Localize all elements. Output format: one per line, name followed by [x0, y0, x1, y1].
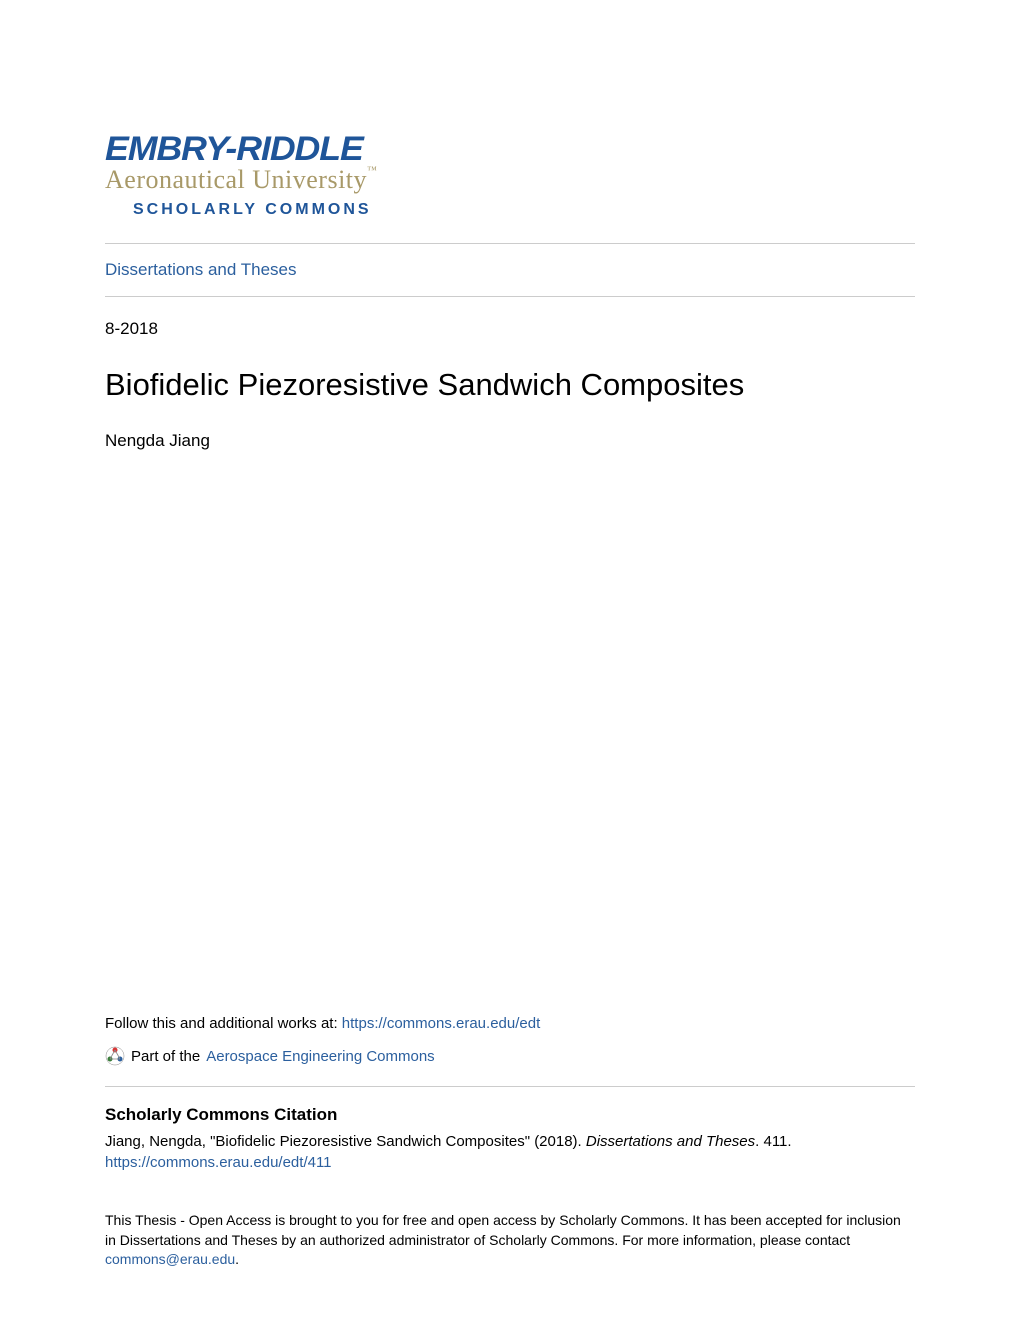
collection-link[interactable]: Dissertations and Theses — [105, 244, 915, 296]
citation-heading: Scholarly Commons Citation — [105, 1105, 915, 1125]
logo-institution-subtitle: Aeronautical University™ — [105, 165, 915, 195]
divider — [105, 296, 915, 297]
part-of-prefix: Part of the — [131, 1048, 200, 1065]
contact-email-link[interactable]: commons@erau.edu — [105, 1251, 235, 1267]
discipline-link[interactable]: Aerospace Engineering Commons — [206, 1048, 434, 1065]
institution-logo: EMBRY-RIDDLE Aeronautical University™ SC… — [105, 130, 915, 219]
citation-url-link[interactable]: https://commons.erau.edu/edt/411 — [105, 1154, 915, 1171]
document-title: Biofidelic Piezoresistive Sandwich Compo… — [105, 367, 915, 403]
follow-prefix: Follow this and additional works at: — [105, 1015, 342, 1032]
logo-institution-name: EMBRY-RIDDLE — [105, 130, 955, 169]
follow-section: Follow this and additional works at: htt… — [105, 1015, 915, 1032]
divider — [105, 1086, 915, 1087]
spacer — [105, 451, 915, 1015]
network-icon — [105, 1046, 125, 1066]
follow-link[interactable]: https://commons.erau.edu/edt — [342, 1015, 540, 1032]
page-container: EMBRY-RIDDLE Aeronautical University™ SC… — [0, 0, 1020, 1320]
part-of-section: Part of the Aerospace Engineering Common… — [105, 1046, 915, 1066]
citation-text: Jiang, Nengda, "Biofidelic Piezoresistiv… — [105, 1131, 915, 1152]
logo-repository-name: SCHOLARLY COMMONS — [133, 201, 915, 219]
author-name: Nengda Jiang — [105, 431, 915, 451]
footer-text: This Thesis - Open Access is brought to … — [105, 1211, 915, 1270]
publication-date: 8-2018 — [105, 319, 915, 339]
